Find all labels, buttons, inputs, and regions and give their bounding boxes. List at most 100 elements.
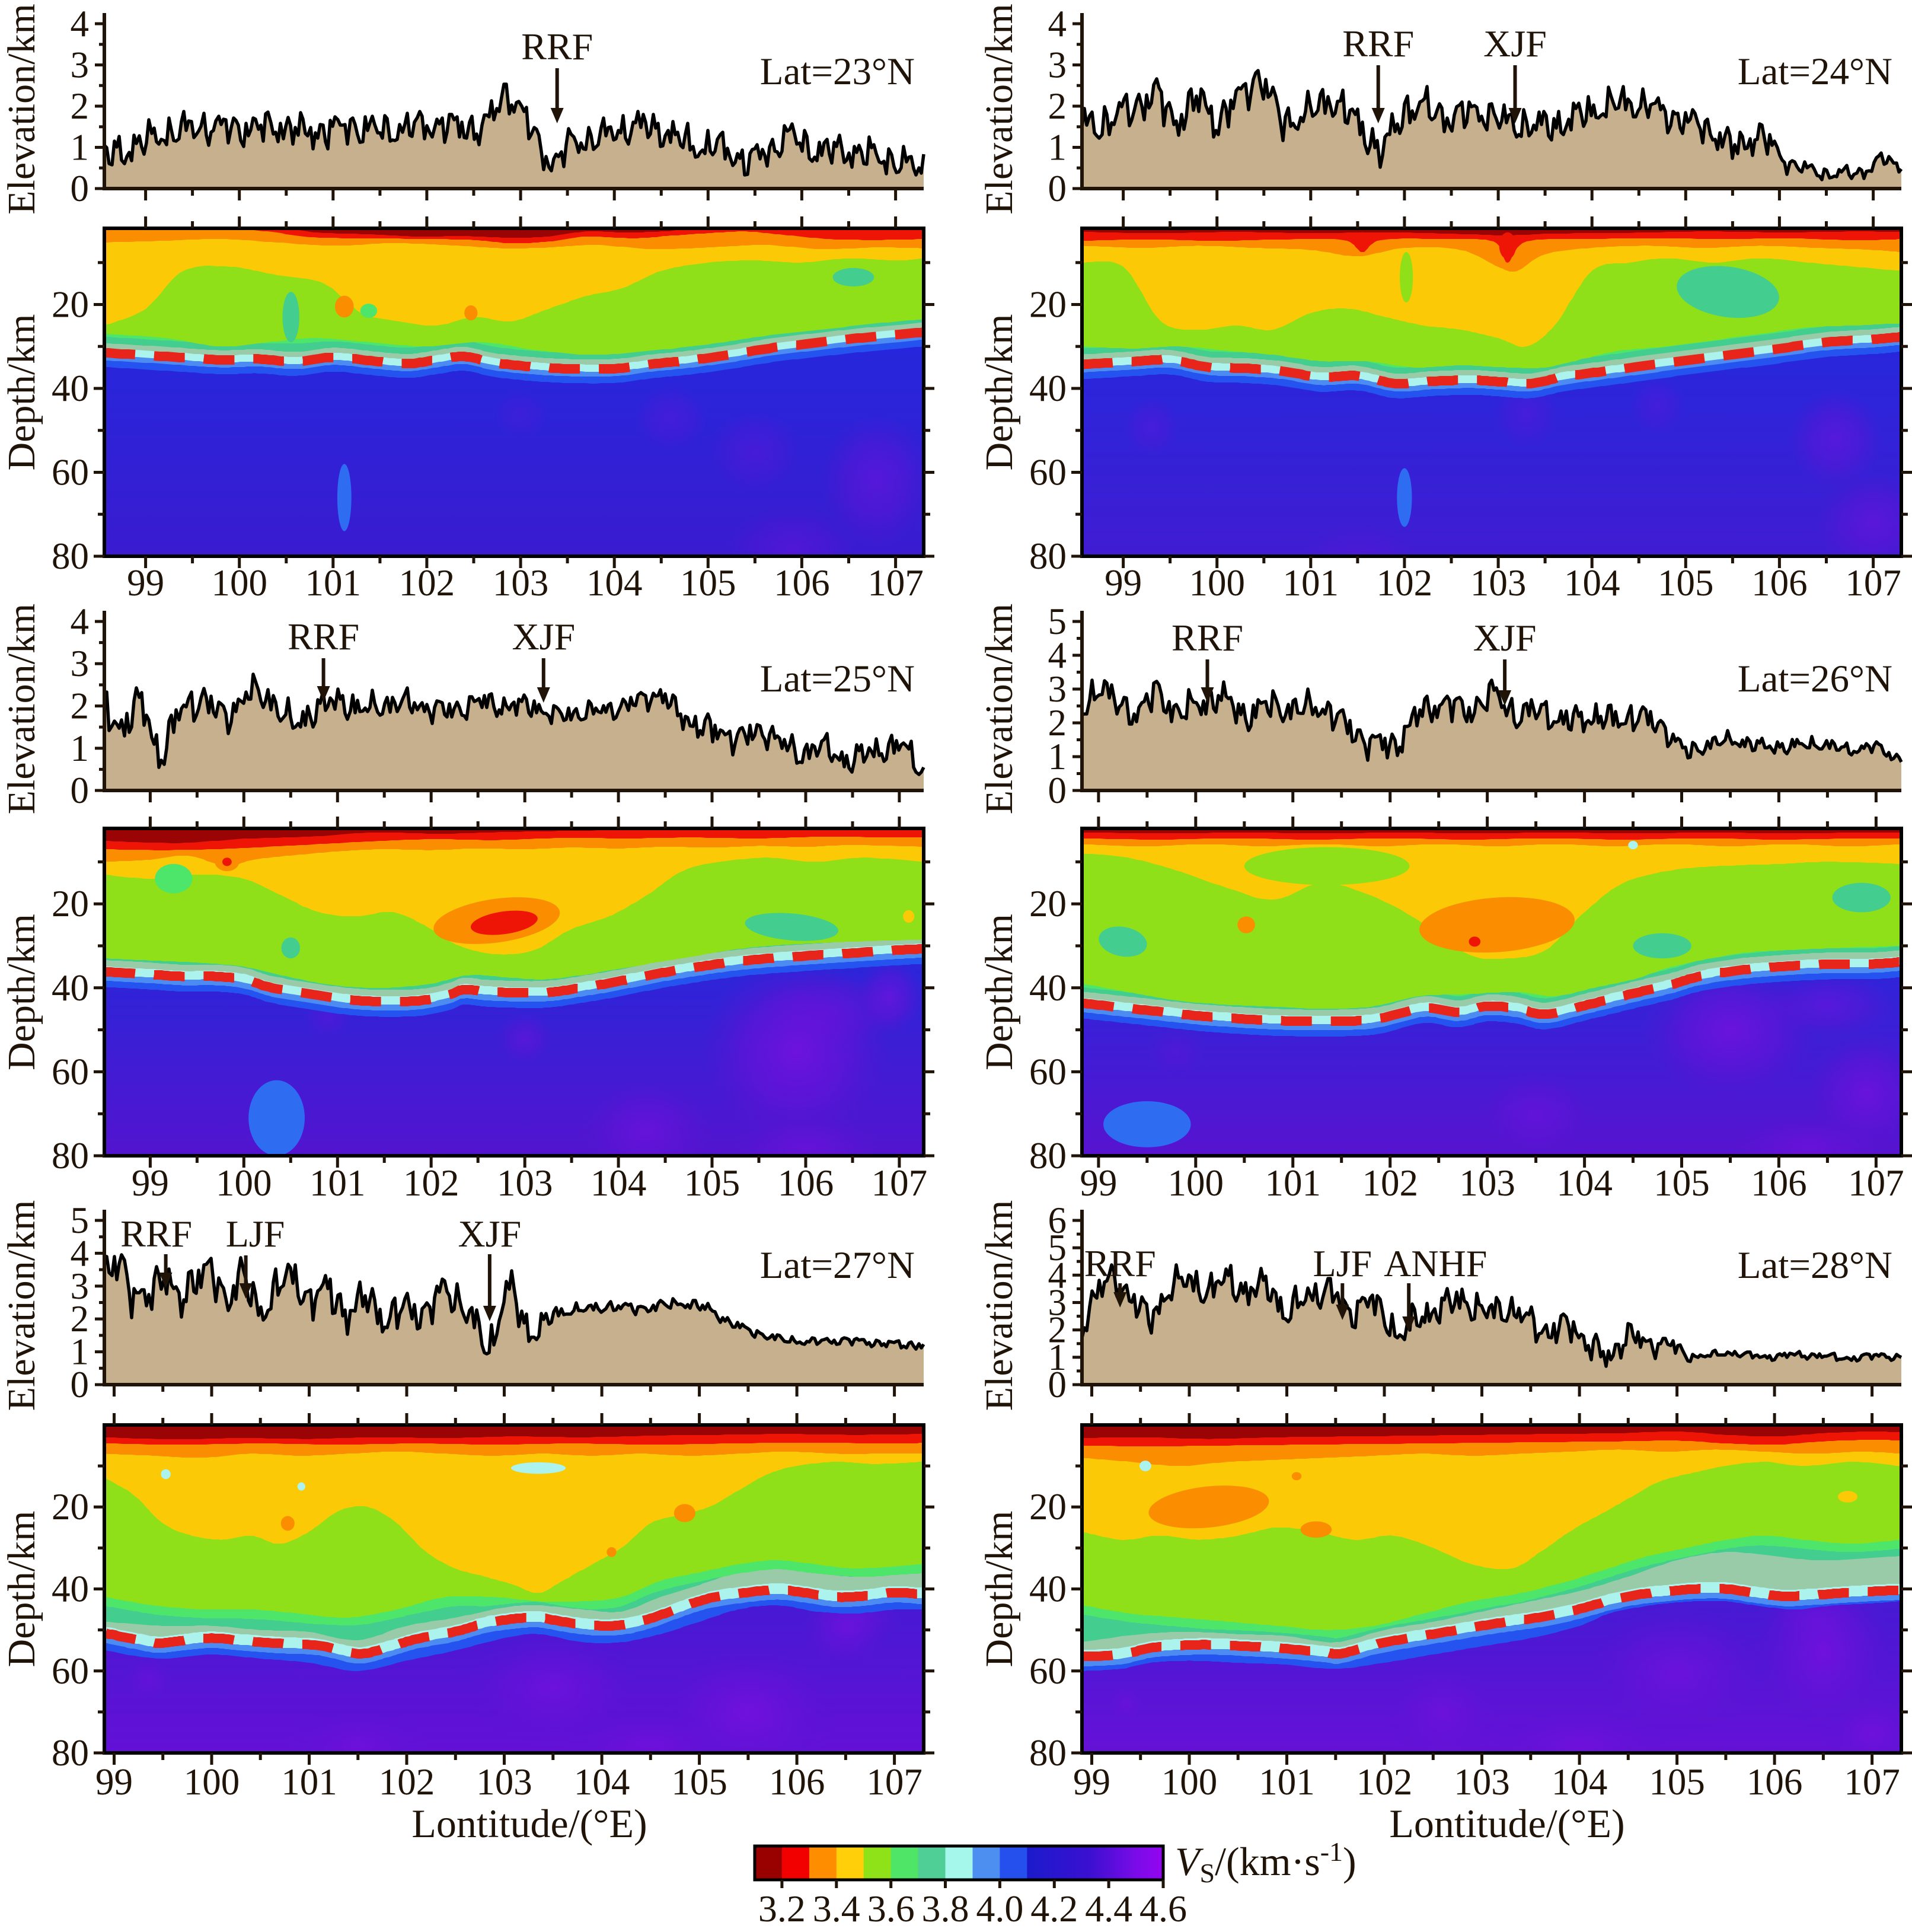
svg-text:RRF: RRF xyxy=(1172,617,1243,659)
svg-text:Elevation/km: Elevation/km xyxy=(0,1200,43,1411)
svg-text:20: 20 xyxy=(52,284,89,326)
svg-text:4.0: 4.0 xyxy=(976,1888,1023,1930)
svg-text:Depth/km: Depth/km xyxy=(978,314,1021,471)
svg-text:104: 104 xyxy=(1564,562,1620,604)
svg-text:20: 20 xyxy=(1029,1486,1067,1528)
svg-text:RRF: RRF xyxy=(288,616,359,658)
svg-text:2: 2 xyxy=(71,686,90,727)
svg-text:0: 0 xyxy=(1048,770,1067,811)
svg-text:60: 60 xyxy=(1029,1051,1067,1092)
svg-text:0: 0 xyxy=(1048,168,1067,209)
svg-text:99: 99 xyxy=(1073,1761,1110,1803)
svg-text:Depth/km: Depth/km xyxy=(0,914,43,1070)
svg-text:20: 20 xyxy=(1029,883,1067,924)
svg-text:105: 105 xyxy=(680,562,736,604)
svg-text:102: 102 xyxy=(1362,1162,1418,1204)
svg-text:102: 102 xyxy=(1377,562,1433,604)
svg-text:102: 102 xyxy=(399,562,455,604)
svg-text:1: 1 xyxy=(1048,1337,1067,1378)
svg-text:80: 80 xyxy=(1029,1135,1067,1177)
svg-text:60: 60 xyxy=(1029,1650,1067,1692)
svg-text:104: 104 xyxy=(586,562,643,604)
svg-text:2: 2 xyxy=(71,85,90,127)
svg-text:80: 80 xyxy=(1029,535,1067,577)
svg-text:Lat=27°N: Lat=27°N xyxy=(760,1244,915,1287)
svg-text:3.8: 3.8 xyxy=(922,1888,969,1930)
svg-text:101: 101 xyxy=(305,562,362,604)
svg-text:20: 20 xyxy=(52,1486,89,1528)
svg-text:80: 80 xyxy=(52,535,89,577)
svg-text:104: 104 xyxy=(1556,1162,1613,1204)
svg-text:4.4: 4.4 xyxy=(1085,1888,1132,1930)
svg-text:5: 5 xyxy=(1048,1227,1067,1268)
svg-text:105: 105 xyxy=(1649,1761,1705,1803)
svg-text:100: 100 xyxy=(184,1761,240,1803)
svg-text:3.2: 3.2 xyxy=(758,1888,806,1930)
svg-text:101: 101 xyxy=(1283,562,1339,604)
svg-text:XJF: XJF xyxy=(1473,617,1537,659)
svg-text:106: 106 xyxy=(769,1761,825,1803)
svg-text:102: 102 xyxy=(379,1761,435,1803)
svg-text:105: 105 xyxy=(1658,562,1714,604)
svg-text:99: 99 xyxy=(127,562,164,604)
svg-text:101: 101 xyxy=(1259,1761,1315,1803)
svg-text:4.6: 4.6 xyxy=(1139,1888,1187,1930)
svg-text:40: 40 xyxy=(1029,1568,1067,1610)
svg-text:0: 0 xyxy=(71,770,90,811)
svg-text:0: 0 xyxy=(71,1364,90,1405)
svg-text:Elevation/km: Elevation/km xyxy=(978,4,1021,215)
svg-text:40: 40 xyxy=(1029,967,1067,1009)
svg-text:6: 6 xyxy=(1048,1200,1067,1241)
svg-text:Depth/km: Depth/km xyxy=(0,1511,43,1668)
svg-text:RRF: RRF xyxy=(120,1213,192,1255)
svg-text:3: 3 xyxy=(71,643,90,684)
svg-text:5: 5 xyxy=(71,1200,90,1241)
svg-text:99: 99 xyxy=(1080,1162,1117,1204)
svg-text:2: 2 xyxy=(1048,1309,1067,1351)
svg-text:100: 100 xyxy=(1161,1761,1218,1803)
svg-text:2: 2 xyxy=(1048,85,1067,127)
svg-text:4: 4 xyxy=(71,1232,90,1274)
svg-text:103: 103 xyxy=(1470,562,1527,604)
svg-text:107: 107 xyxy=(866,1761,923,1803)
svg-text:0: 0 xyxy=(1048,1364,1067,1405)
svg-text:5: 5 xyxy=(1048,601,1067,642)
svg-text:LJF: LJF xyxy=(1313,1242,1372,1284)
svg-text:80: 80 xyxy=(1029,1732,1067,1774)
svg-text:102: 102 xyxy=(403,1162,459,1204)
svg-text:3.6: 3.6 xyxy=(867,1888,915,1930)
svg-text:3: 3 xyxy=(1048,44,1067,86)
svg-text:2: 2 xyxy=(1048,702,1067,744)
svg-text:Elevation/km: Elevation/km xyxy=(978,1200,1021,1411)
svg-text:4: 4 xyxy=(1048,3,1067,44)
svg-text:107: 107 xyxy=(867,562,924,604)
svg-text:Depth/km: Depth/km xyxy=(978,914,1021,1070)
svg-text:105: 105 xyxy=(671,1761,727,1803)
svg-text:1: 1 xyxy=(1048,736,1067,777)
svg-text:99: 99 xyxy=(132,1162,169,1204)
svg-text:4: 4 xyxy=(1048,1254,1067,1296)
svg-text:4.2: 4.2 xyxy=(1030,1888,1078,1930)
svg-text:3: 3 xyxy=(71,44,90,86)
svg-text:100: 100 xyxy=(1189,562,1245,604)
svg-text:1: 1 xyxy=(71,1331,90,1373)
svg-text:RRF: RRF xyxy=(1084,1242,1156,1284)
svg-text:106: 106 xyxy=(1751,1162,1807,1204)
svg-text:106: 106 xyxy=(778,1162,834,1204)
svg-text:RRF: RRF xyxy=(521,25,593,68)
svg-text:107: 107 xyxy=(872,1162,928,1204)
svg-text:100: 100 xyxy=(216,1162,272,1204)
svg-text:1: 1 xyxy=(1048,127,1067,168)
svg-text:LJF: LJF xyxy=(226,1213,285,1255)
svg-text:107: 107 xyxy=(1848,1162,1904,1204)
svg-text:3: 3 xyxy=(1048,1282,1067,1324)
svg-text:104: 104 xyxy=(574,1761,630,1803)
svg-text:4: 4 xyxy=(71,3,90,44)
svg-text:105: 105 xyxy=(1654,1162,1710,1204)
svg-text:40: 40 xyxy=(52,967,89,1009)
svg-text:VS/(km·s-1): VS/(km·s-1) xyxy=(1175,1837,1356,1888)
svg-text:105: 105 xyxy=(684,1162,740,1204)
svg-text:0: 0 xyxy=(71,168,90,209)
svg-text:60: 60 xyxy=(1029,452,1067,493)
svg-text:100: 100 xyxy=(1168,1162,1224,1204)
